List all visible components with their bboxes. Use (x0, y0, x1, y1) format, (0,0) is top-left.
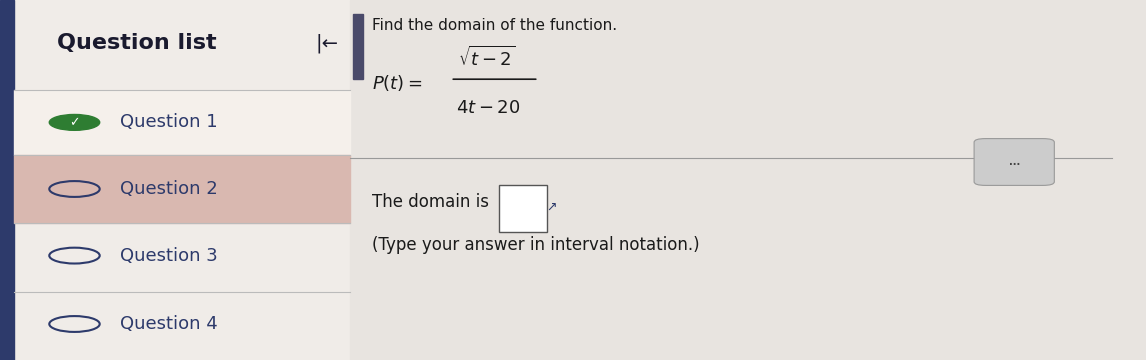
FancyBboxPatch shape (499, 185, 547, 232)
Text: Question 4: Question 4 (120, 315, 218, 333)
Text: |←: |← (315, 33, 338, 53)
Text: (Type your answer in interval notation.): (Type your answer in interval notation.) (372, 236, 700, 254)
Text: $P(t)=$: $P(t)=$ (372, 73, 423, 93)
FancyBboxPatch shape (974, 139, 1054, 185)
Bar (350, 0, 1146, 360)
Bar (14, 0, 350, 360)
Bar (14, 90, 350, 155)
Text: $\sqrt{t-2}$: $\sqrt{t-2}$ (458, 45, 516, 70)
Bar (353, 14, 363, 79)
Circle shape (49, 114, 100, 130)
Text: Question list: Question list (57, 33, 217, 53)
Text: Question 3: Question 3 (120, 247, 218, 265)
Text: The domain is: The domain is (372, 193, 495, 211)
Text: $4t-20$: $4t-20$ (456, 99, 520, 117)
Text: ...: ... (1008, 157, 1020, 167)
Text: Question 1: Question 1 (120, 113, 218, 131)
Text: ✓: ✓ (69, 116, 80, 129)
Bar (0, 0, 14, 360)
Text: Find the domain of the function.: Find the domain of the function. (372, 18, 618, 33)
Text: Question 2: Question 2 (120, 180, 218, 198)
Text: ↗: ↗ (547, 201, 557, 213)
Bar (14, 155, 350, 223)
